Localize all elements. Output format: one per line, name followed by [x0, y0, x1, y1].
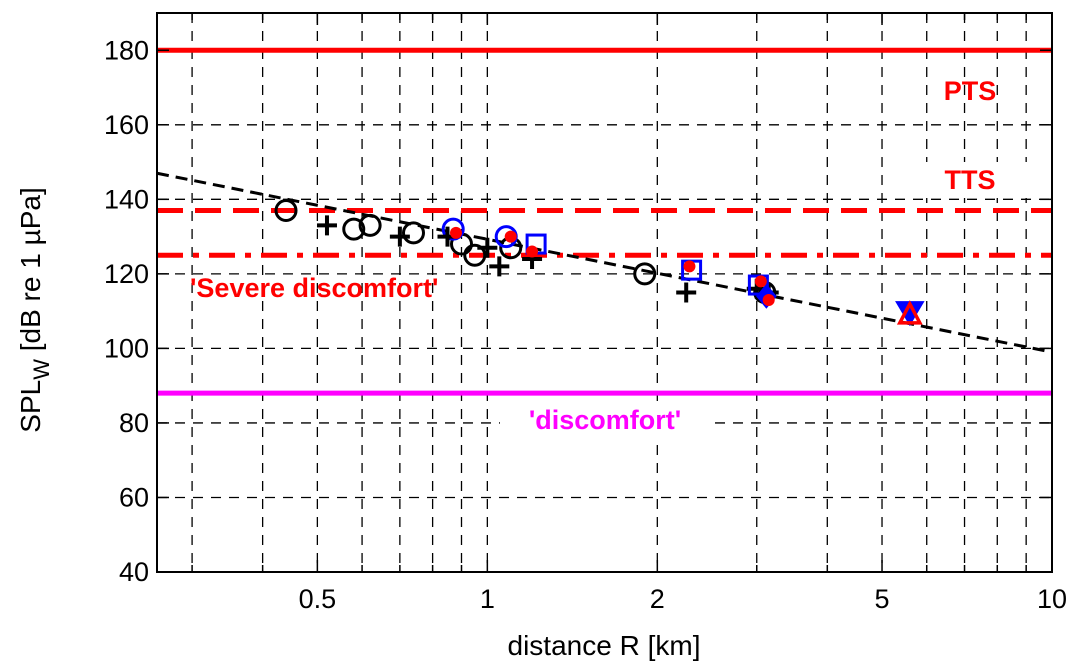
y-tick-label: 80 [119, 408, 149, 438]
marker-dot [504, 230, 517, 243]
marker-plus [676, 282, 697, 303]
marker-plus [316, 215, 337, 236]
y-axis-label-rest: [dB re 1 µPa] [15, 187, 46, 359]
threshold-label: TTS [945, 165, 996, 195]
threshold-annotations: PTS TTS 'Severe discomfort' 'discomfort' [190, 76, 1028, 438]
marker-dot [762, 293, 775, 306]
threshold-label: PTS [944, 76, 997, 106]
marker-dot [683, 260, 696, 273]
threshold-label: 'discomfort' [529, 405, 681, 435]
marker-plus [477, 237, 498, 258]
y-axis-label-sub: W [29, 359, 54, 380]
plot-frame [156, 12, 1053, 573]
y-tick-label: 60 [119, 482, 149, 512]
marker-plus [389, 226, 410, 247]
y-tick-label: 120 [104, 259, 149, 289]
marker-dot [449, 226, 462, 239]
marker-circle [633, 262, 657, 286]
x-tick-label: 10 [1037, 584, 1067, 614]
x-tick-label: 5 [875, 584, 890, 614]
marker-circle [402, 221, 426, 245]
x-tick-label: 2 [650, 584, 665, 614]
x-axis-label: distance R [km] [508, 630, 701, 661]
axis-tick-labels: 40 60 80 100 120 140 160 180 0.5 1 2 5 10 [104, 35, 1067, 614]
threshold-label-background [500, 402, 712, 438]
y-tick-label: 40 [119, 557, 149, 587]
axis-ticks [157, 13, 1053, 573]
x-tick-label: 0.5 [299, 584, 337, 614]
x-tick-label: 1 [480, 584, 495, 614]
threshold-label-background [912, 162, 1028, 198]
grid-lines [157, 13, 1052, 572]
marker-dot [526, 245, 539, 258]
threshold-label: 'Severe discomfort' [190, 273, 438, 303]
marker-circle [441, 217, 465, 241]
marker-circle [358, 213, 382, 237]
y-tick-label: 160 [104, 110, 149, 140]
y-axis-label-main: SPL [15, 380, 46, 433]
data-markers [274, 199, 925, 327]
y-tick-label: 180 [104, 35, 149, 65]
marker-dot [754, 275, 767, 288]
marker-circle [463, 243, 487, 267]
marker-triangle-up [896, 300, 923, 325]
marker-circle [274, 199, 298, 223]
marker-plus [489, 256, 510, 277]
threshold-lines [157, 47, 1052, 396]
y-tick-label: 140 [104, 184, 149, 214]
y-tick-label: 100 [104, 333, 149, 363]
y-axis-label: SPLW [dB re 1 µPa] [15, 187, 54, 432]
marker-circle [342, 217, 366, 241]
